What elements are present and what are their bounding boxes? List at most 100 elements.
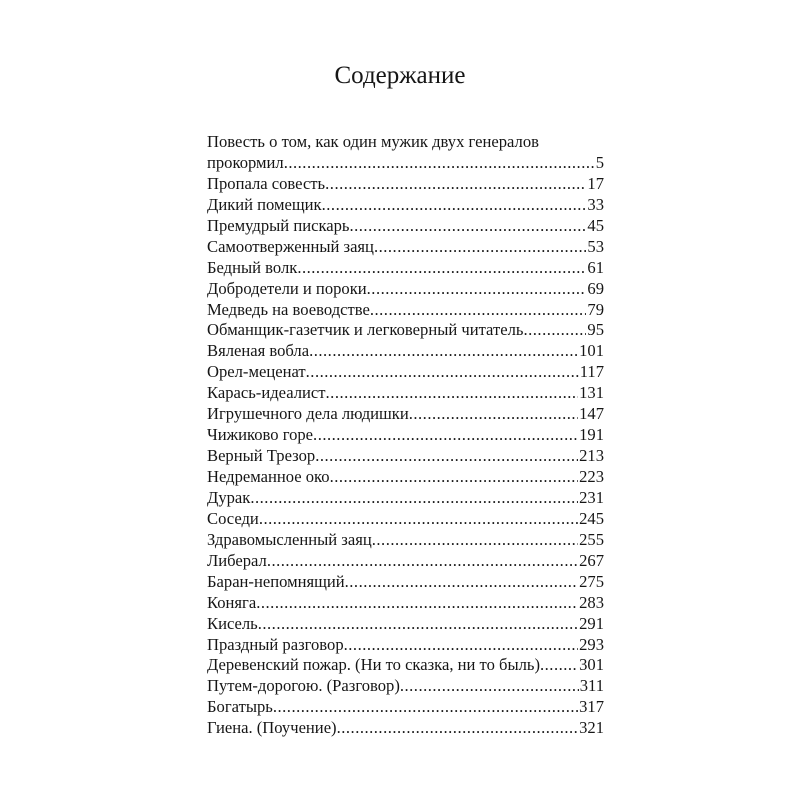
toc-entry-page: 61 bbox=[587, 257, 604, 277]
toc-entry-title: Баран-непомнящий bbox=[207, 571, 345, 591]
page-title: Содержание bbox=[334, 62, 466, 89]
toc-entry-page: 53 bbox=[587, 236, 604, 256]
toc-entry: Добродетели и пороки 69 bbox=[207, 279, 604, 300]
toc-entry-title: Медведь на воеводстве bbox=[207, 299, 370, 319]
toc-entry-page: 131 bbox=[579, 383, 604, 403]
dot-leader bbox=[259, 509, 578, 530]
toc-entry-page: 311 bbox=[579, 676, 604, 696]
toc-entry-title: Бедный волк bbox=[207, 257, 298, 277]
toc-entry-title: Богатырь bbox=[207, 697, 273, 717]
toc-entry-page: 33 bbox=[587, 194, 604, 214]
dot-leader bbox=[306, 362, 579, 383]
toc-entry: Богатырь 317 bbox=[207, 697, 604, 718]
dot-leader bbox=[345, 572, 578, 593]
toc-entry-title: Дикий помещик bbox=[207, 194, 322, 214]
toc-entry-page: 45 bbox=[587, 215, 604, 235]
dot-leader bbox=[349, 216, 586, 237]
toc-entry-title: Карась-идеалист bbox=[207, 383, 326, 403]
toc-entry-title: Недреманное око bbox=[207, 467, 330, 486]
dot-leader bbox=[337, 718, 579, 739]
dot-leader bbox=[258, 614, 578, 635]
toc-entry-title: Коняга bbox=[207, 592, 257, 612]
dot-leader bbox=[313, 425, 578, 446]
dot-leader bbox=[256, 593, 578, 614]
toc-entry-title: Здравомысленный заяц bbox=[207, 529, 372, 549]
toc-entry-page: 245 bbox=[579, 508, 604, 528]
toc-entry-title: Кисель bbox=[207, 613, 258, 633]
toc-entry: Самоотверженный заяц 53 bbox=[207, 237, 604, 258]
dot-leader bbox=[325, 174, 586, 195]
toc-entry: Дикий помещик 33 bbox=[207, 195, 604, 216]
toc-entry-title: Чижиково горе bbox=[207, 425, 314, 445]
toc-entry-page: 79 bbox=[587, 299, 604, 319]
toc-entry-page: 317 bbox=[579, 697, 604, 717]
dot-leader bbox=[344, 635, 578, 656]
dot-leader bbox=[267, 551, 578, 572]
toc-entry: Верный Трезор 213 bbox=[207, 446, 604, 467]
dot-leader bbox=[409, 404, 578, 425]
toc-entry-title: Игрушечного дела людишки bbox=[207, 404, 409, 424]
toc-entry-page: 255 bbox=[579, 529, 604, 549]
toc-entry-page: 301 bbox=[579, 655, 604, 675]
toc-entry-title: Премудрый пискарь bbox=[207, 215, 350, 235]
toc-entry-title: прокормил bbox=[207, 152, 284, 172]
toc-entry: Премудрый пискарь 45 bbox=[207, 216, 604, 237]
toc-entry: Деревенский пожар. (Ни то сказка, ни то … bbox=[207, 655, 604, 676]
toc-entry-title: Верный Трезор bbox=[207, 446, 316, 466]
toc-entry-page: 5 bbox=[595, 152, 604, 172]
dot-leader bbox=[326, 383, 579, 404]
toc-entry-title: Гиена. (Поучение) bbox=[207, 718, 337, 738]
dot-leader bbox=[273, 697, 578, 718]
toc-entry-title: Добродетели и пороки bbox=[207, 278, 367, 298]
toc-entry-title-line: Повесть о том, как один мужик двух генер… bbox=[207, 132, 539, 151]
toc-entry: Кисель 291 bbox=[207, 614, 604, 635]
toc-entry: Чижиково горе 191 bbox=[207, 425, 604, 446]
toc-entry-title: Орел-меценат bbox=[207, 362, 306, 382]
dot-leader bbox=[367, 279, 587, 300]
dot-leader bbox=[523, 320, 586, 341]
dot-leader bbox=[322, 195, 587, 216]
toc-entry: Бедный волк 61 bbox=[207, 258, 604, 279]
dot-leader bbox=[315, 446, 578, 467]
toc-entry-title: Праздный разговор bbox=[207, 634, 344, 654]
dot-leader bbox=[250, 488, 578, 509]
toc-entry-page: 293 bbox=[579, 634, 604, 654]
dot-leader bbox=[330, 467, 579, 488]
toc-entry: Вяленая вобла 101 bbox=[207, 341, 604, 362]
dot-leader bbox=[372, 530, 578, 551]
toc-entry-title: Пропала совесть bbox=[207, 173, 326, 193]
toc-entry: Баран-непомнящий 275 bbox=[207, 572, 604, 593]
toc-entry: Либерал 267 bbox=[207, 551, 604, 572]
toc-entry-page: 283 bbox=[579, 592, 604, 612]
toc-entry: Орел-меценат 117 bbox=[207, 362, 604, 383]
toc-entry-title: Либерал bbox=[207, 550, 267, 570]
toc-entry-page: 17 bbox=[587, 173, 604, 193]
toc-entry-title: Путем-дорогою. (Разговор) bbox=[207, 676, 400, 696]
dot-leader bbox=[309, 341, 578, 362]
toc-entry-page: 275 bbox=[579, 571, 604, 591]
toc-entry: Игрушечного дела людишки 147 bbox=[207, 404, 604, 425]
toc-entry: Гиена. (Поучение) 321 bbox=[207, 718, 604, 739]
toc-entry-page: 147 bbox=[579, 404, 604, 424]
toc-entry-title: Дурак bbox=[207, 487, 251, 507]
toc-entry-title: Соседи bbox=[207, 508, 259, 528]
dot-leader bbox=[540, 655, 578, 676]
toc-entry: Соседи 245 bbox=[207, 509, 604, 530]
toc-entry: Коняга 283 bbox=[207, 593, 604, 614]
toc-entry: Дурак 231 bbox=[207, 488, 604, 509]
toc-entry: Здравомысленный заяц 255 bbox=[207, 530, 604, 551]
dot-leader bbox=[297, 258, 586, 279]
toc-entry-page: 101 bbox=[579, 341, 604, 361]
toc-entry-page: 213 bbox=[579, 446, 604, 466]
toc-entry: Путем-дорогою. (Разговор) 311 bbox=[207, 676, 604, 697]
toc-entry-title: Самоотверженный заяц bbox=[207, 236, 374, 256]
toc-entry-title: Деревенский пожар. (Ни то сказка, ни то … bbox=[207, 655, 540, 675]
toc-entry-page: 95 bbox=[587, 320, 604, 340]
toc-entry: Медведь на воеводстве 79 bbox=[207, 300, 604, 321]
toc-entry-page: 223 bbox=[579, 467, 604, 486]
table-of-contents: Повесть о том, как один мужик двух генер… bbox=[207, 132, 604, 739]
toc-entry: Праздный разговор 293 bbox=[207, 635, 604, 656]
toc-entry-title: Обманщик-газетчик и легковерный читатель bbox=[207, 320, 524, 340]
dot-leader bbox=[370, 300, 587, 321]
dot-leader bbox=[400, 676, 579, 697]
